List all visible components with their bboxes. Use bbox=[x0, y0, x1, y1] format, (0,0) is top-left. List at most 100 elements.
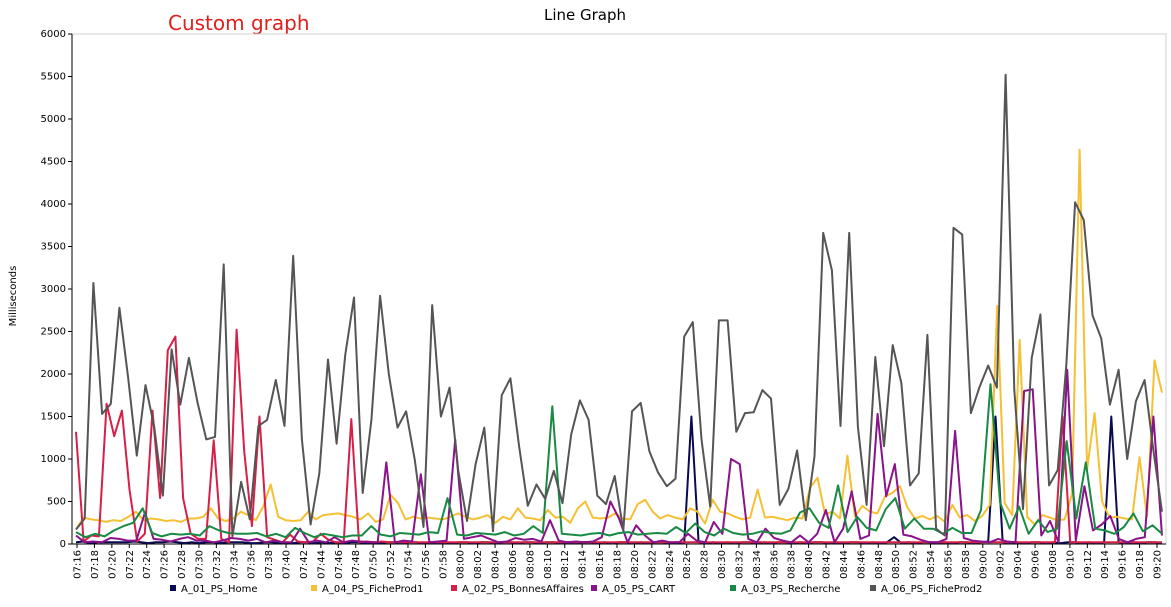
y-tick-label: 2500 bbox=[41, 327, 66, 338]
x-tick-label: 07:58 bbox=[438, 550, 449, 579]
x-tick-label: 09:14 bbox=[1100, 550, 1111, 579]
x-tick-label: 09:04 bbox=[1013, 550, 1024, 579]
x-tick-label: 08:56 bbox=[943, 550, 954, 579]
x-tick-label: 08:00 bbox=[456, 550, 467, 579]
y-tick-label: 1000 bbox=[41, 454, 66, 465]
x-tick-label: 08:26 bbox=[682, 550, 693, 579]
custom-graph-label: Custom graph bbox=[168, 11, 310, 35]
y-tick-label: 5500 bbox=[41, 72, 66, 83]
x-tick-label: 07:48 bbox=[351, 550, 362, 579]
x-tick-label: 08:06 bbox=[508, 550, 519, 579]
x-tick-label: 07:50 bbox=[369, 550, 380, 579]
x-tick-label: 07:24 bbox=[142, 550, 153, 579]
x-tick-label: 08:50 bbox=[891, 550, 902, 579]
x-tick-label: 08:34 bbox=[752, 550, 763, 579]
x-tick-label: 07:34 bbox=[229, 550, 240, 579]
x-tick-label: 07:36 bbox=[247, 550, 258, 579]
x-tick-label: 09:12 bbox=[1083, 550, 1094, 579]
x-tick-label: 07:22 bbox=[125, 550, 136, 579]
series-line-A_04_PS_FicheProd1 bbox=[75, 148, 1163, 531]
x-tick-label: 09:18 bbox=[1135, 550, 1146, 579]
series-line-A_06_PS_FicheProd2 bbox=[75, 73, 1163, 538]
series-lines bbox=[75, 73, 1163, 545]
x-tick-label: 08:08 bbox=[525, 550, 536, 579]
x-tick-label: 09:00 bbox=[978, 550, 989, 579]
x-tick-label: 08:18 bbox=[613, 550, 624, 579]
x-tick-label: 09:20 bbox=[1153, 550, 1164, 579]
legend: A_01_PS_Home A_04_PS_FicheProd1 A_02_PS_Bo… bbox=[170, 584, 982, 595]
x-tick-label: 08:46 bbox=[856, 550, 867, 579]
y-tick-label: 6000 bbox=[41, 29, 66, 40]
y-tick-label: 2000 bbox=[41, 369, 66, 380]
x-tick-label: 09:08 bbox=[1048, 550, 1059, 579]
x-tick-label: 08:40 bbox=[804, 550, 815, 579]
plot-area bbox=[71, 33, 1167, 545]
x-tick-label: 09:06 bbox=[1031, 550, 1042, 579]
y-axis: 0 500 1000 1500 2000 2500 3000 3500 4000 4500 5000… bbox=[41, 29, 73, 550]
x-tick-label: 08:10 bbox=[543, 550, 554, 579]
legend-label: A_02_PS_BonnesAffaires bbox=[462, 584, 584, 595]
x-tick-label: 08:16 bbox=[595, 550, 606, 579]
y-tick-label: 0 bbox=[60, 539, 66, 550]
x-tick-label: 07:20 bbox=[107, 550, 118, 579]
series-line-A_03_PS_Recherche bbox=[75, 383, 1163, 539]
legend-swatch bbox=[730, 585, 736, 591]
x-tick-label: 08:14 bbox=[578, 550, 589, 579]
x-tick-label: 08:48 bbox=[874, 550, 885, 579]
x-tick-label: 08:32 bbox=[734, 550, 745, 579]
y-tick-label: 5000 bbox=[41, 114, 66, 125]
x-tick-label: 07:38 bbox=[264, 550, 275, 579]
x-tick-label: 08:24 bbox=[665, 550, 676, 579]
x-tick-label: 07:42 bbox=[299, 550, 310, 579]
y-tick-label: 4000 bbox=[41, 199, 66, 210]
legend-label: A_04_PS_FicheProd1 bbox=[322, 584, 423, 595]
x-tick-label: 08:44 bbox=[839, 550, 850, 579]
x-tick-label: 07:16 bbox=[73, 550, 84, 579]
x-tick-label: 08:52 bbox=[909, 550, 920, 579]
legend-swatch bbox=[591, 585, 597, 591]
x-tick-label: 09:10 bbox=[1065, 550, 1076, 579]
series-line-A_05_PS_CART bbox=[75, 368, 1163, 544]
x-tick-label: 07:44 bbox=[316, 550, 327, 579]
legend-label: A_01_PS_Home bbox=[181, 584, 257, 595]
y-tick-label: 3000 bbox=[41, 284, 66, 295]
x-tick-label: 08:04 bbox=[491, 550, 502, 579]
x-tick-label: 07:26 bbox=[160, 550, 171, 579]
y-tick-label: 4500 bbox=[41, 157, 66, 168]
y-axis-label: Milliseconds bbox=[8, 266, 19, 327]
legend-swatch bbox=[311, 585, 317, 591]
x-tick-label: 08:58 bbox=[961, 550, 972, 579]
x-tick-label: 07:28 bbox=[177, 550, 188, 579]
legend-label: A_05_PS_CART bbox=[602, 584, 676, 595]
y-tick-label: 3500 bbox=[41, 242, 66, 253]
legend-swatch bbox=[870, 585, 876, 591]
x-tick-label: 08:20 bbox=[630, 550, 641, 579]
x-axis: 07:16 07:18 07:20 07:22 07:24 07:26 07:28 07:30… bbox=[72, 543, 1166, 579]
x-tick-label: 07:54 bbox=[403, 550, 414, 579]
x-tick-label: 07:56 bbox=[421, 550, 432, 579]
y-tick-label: 1500 bbox=[41, 412, 66, 423]
x-tick-label: 08:28 bbox=[700, 550, 711, 579]
x-tick-label: 08:42 bbox=[822, 550, 833, 579]
legend-swatch bbox=[170, 585, 176, 591]
x-tick-label: 07:46 bbox=[334, 550, 345, 579]
y-tick-label: 500 bbox=[47, 497, 66, 508]
x-tick-label: 08:36 bbox=[769, 550, 780, 579]
x-tick-label: 07:32 bbox=[212, 550, 223, 579]
x-tick-label: 07:30 bbox=[194, 550, 205, 579]
legend-swatch bbox=[451, 585, 457, 591]
legend-label: A_06_PS_FicheProd2 bbox=[881, 584, 982, 595]
x-tick-label: 07:52 bbox=[386, 550, 397, 579]
x-tick-label: 08:02 bbox=[473, 550, 484, 579]
x-tick-label: 07:40 bbox=[282, 550, 293, 579]
x-tick-label: 08:30 bbox=[717, 550, 728, 579]
x-tick-label: 09:02 bbox=[996, 550, 1007, 579]
x-tick-label: 09:16 bbox=[1118, 550, 1129, 579]
x-tick-label: 08:22 bbox=[647, 550, 658, 579]
legend-label: A_03_PS_Recherche bbox=[741, 584, 840, 595]
chart-title: Line Graph bbox=[544, 6, 626, 24]
x-tick-label: 08:38 bbox=[787, 550, 798, 579]
x-tick-label: 08:54 bbox=[926, 550, 937, 579]
x-tick-label: 08:12 bbox=[560, 550, 571, 579]
